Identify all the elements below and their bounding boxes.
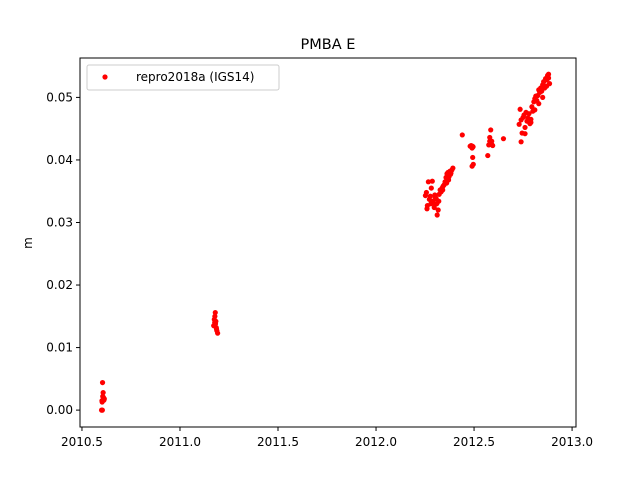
data-point [445,177,452,183]
data-point [540,94,546,101]
data-point [488,127,494,133]
x-tick-label: 2011.5 [257,435,299,449]
legend: repro2018a (IGS14) [86,64,280,91]
data-point [518,139,524,145]
data-point [532,107,538,113]
plot-area: 2010.5 2011.0 2011.5 2012.0 2012.5 2013.0 0.00… [46,57,593,449]
data-point [489,141,495,147]
y-tick-label: 0.00 [46,403,73,417]
data-point [517,106,523,112]
x-tick-label: 2012.0 [355,435,397,449]
data-point [100,393,106,399]
data-point [516,121,522,127]
data-point [500,136,507,142]
data-point [212,313,218,319]
y-tick-label: 0.05 [46,90,73,104]
data-point [429,178,435,184]
data-point [424,206,430,212]
data-point [545,75,552,81]
data-point [450,165,456,171]
data-point [431,204,437,211]
data-point [526,111,532,117]
y-tick-label: 0.02 [46,278,73,292]
legend-marker [102,74,108,80]
y-tick-label: 0.01 [46,341,73,355]
x-tick-label: 2010.5 [61,435,103,449]
data-point [423,189,430,196]
data-point [440,187,446,193]
data-point [436,198,442,204]
data-point [212,309,218,316]
data-point [99,379,106,386]
data-point [435,207,441,213]
data-point [470,144,476,150]
data-point [100,390,106,396]
data-point [469,163,475,169]
data-point [528,119,534,126]
data-point [215,330,221,336]
data-point [470,154,476,161]
chart-title: PMBA E [301,37,356,53]
x-tick-label: 2011.0 [159,435,201,449]
data-point [432,192,438,198]
y-tick-label: 0.03 [46,215,73,229]
legend-label: repro2018a (IGS14) [136,70,254,84]
data-point [522,131,528,137]
y-tick-label: 0.04 [46,153,73,167]
y-axis-label: m [21,237,35,249]
data-point [430,198,436,204]
data-point [485,152,491,159]
data-point [434,212,440,218]
data-point [543,83,550,89]
data-point [213,326,220,332]
axes-frame [79,57,577,428]
data-point [459,132,465,138]
data-point [427,193,433,199]
data-point [99,399,105,405]
data-point [545,71,552,77]
data-point [536,101,542,107]
x-tick-label: 2013.0 [551,435,593,449]
legend-box [86,64,280,91]
data-point [99,407,105,413]
data-point [428,185,434,191]
x-tick-label: 2012.5 [453,435,495,449]
data-point [522,124,528,131]
data-point [212,321,219,327]
data-point [447,171,454,177]
data-point [425,179,431,185]
